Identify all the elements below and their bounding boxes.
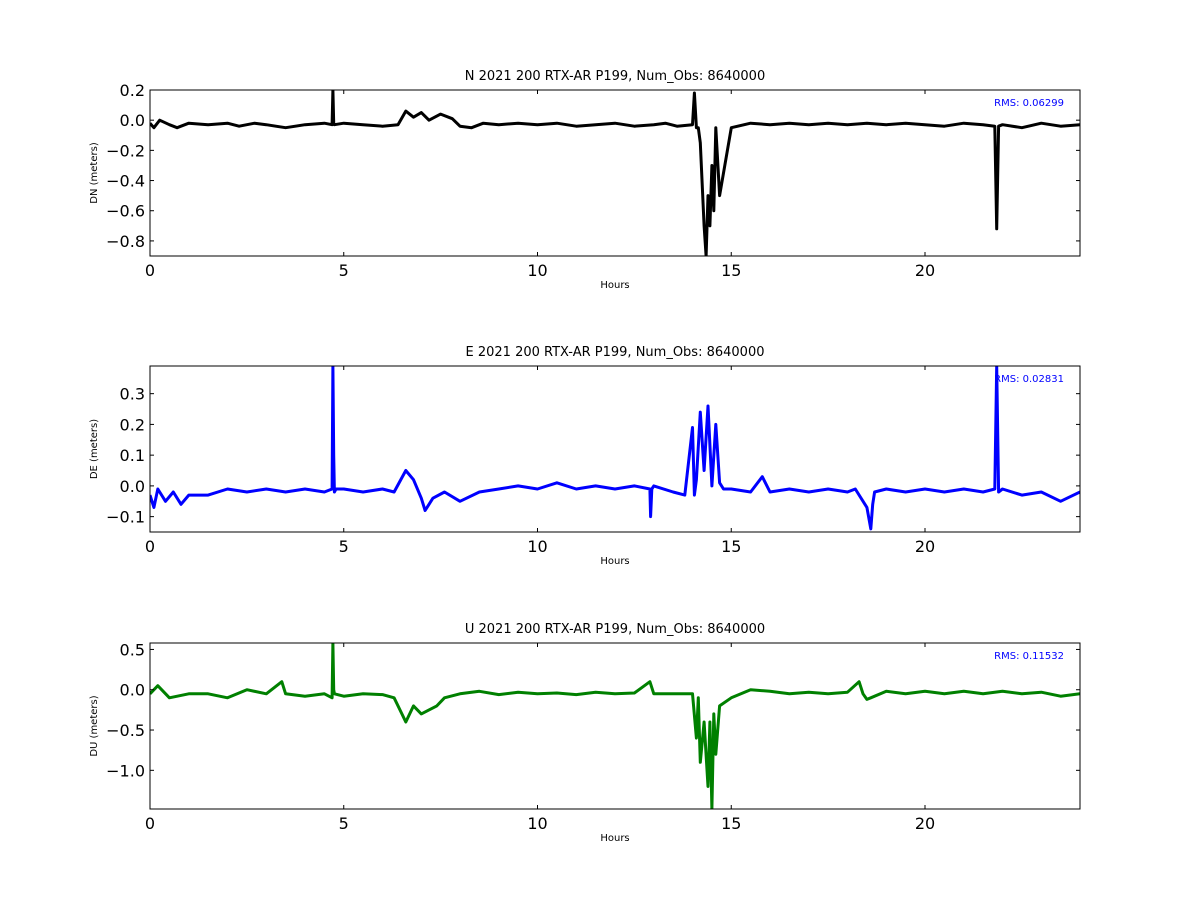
plot-frame-east (149, 365, 1081, 533)
y-tick-label: −0.5 (106, 721, 145, 740)
subplot-up: 0 5 10 15 20 0.5 0.0 −0.5 −1.0 U 2021 200 RTX-AR … (89, 622, 1081, 844)
rms-annotation: RMS: 0.02831 (994, 374, 1064, 385)
x-axis-label: Hours (600, 833, 629, 844)
plot-frame-up (149, 642, 1081, 810)
y-tick-label: −0.8 (106, 232, 145, 251)
x-tick-label: 5 (339, 814, 349, 833)
y-tick-label: −0.2 (106, 141, 145, 160)
x-axis-label: Hours (600, 556, 629, 567)
x-tick-label: 10 (527, 261, 547, 280)
x-axis-label: Hours (600, 280, 629, 291)
x-tick-label: 0 (145, 537, 155, 556)
y-tick-label: −0.1 (106, 508, 145, 527)
x-tick-label: 20 (915, 814, 935, 833)
series-line-up (150, 643, 1080, 809)
y-tick-label: 0.0 (120, 681, 145, 700)
x-tick-label: 20 (915, 537, 935, 556)
y-tick-label: 0.5 (120, 640, 145, 659)
chart-title-up: U 2021 200 RTX-AR P199, Num_Obs: 8640000 (465, 622, 765, 637)
chart-title-north: N 2021 200 RTX-AR P199, Num_Obs: 8640000 (465, 69, 765, 84)
x-tick-label: 15 (721, 537, 741, 556)
subplot-east: 0 5 10 15 20 0.3 0.2 0.1 0.0 −0.1 E 2021 200 RTX-A… (89, 345, 1081, 567)
chart-title-east: E 2021 200 RTX-AR P199, Num_Obs: 8640000 (466, 345, 765, 360)
y-tick-label: −1.0 (106, 761, 145, 780)
x-tick-label: 5 (339, 537, 349, 556)
y-tick-label: −0.4 (106, 172, 145, 191)
y-tick-label: −0.6 (106, 202, 145, 221)
y-tick-label: 0.2 (120, 81, 145, 100)
x-tick-label: 15 (721, 261, 741, 280)
plot-frame-north (149, 89, 1081, 257)
x-tick-label: 20 (915, 261, 935, 280)
y-axis-label: DN (meters) (89, 142, 100, 204)
series-line-north (150, 90, 1080, 256)
y-tick-label: 0.0 (120, 477, 145, 496)
series-line-east (150, 366, 1080, 531)
rms-annotation: RMS: 0.06299 (994, 98, 1064, 109)
x-tick-label: 5 (339, 261, 349, 280)
x-tick-label: 0 (145, 261, 155, 280)
y-tick-label: 0.2 (120, 415, 145, 434)
x-tick-label: 15 (721, 814, 741, 833)
y-axis-label: DU (meters) (89, 695, 100, 756)
x-tick-label: 10 (527, 814, 547, 833)
rms-annotation: RMS: 0.11532 (994, 651, 1064, 662)
y-tick-label: 0.3 (120, 385, 145, 404)
y-tick-label: 0.0 (120, 111, 145, 130)
y-axis-label: DE (meters) (89, 419, 100, 479)
x-tick-label: 0 (145, 814, 155, 833)
y-tick-label: 0.1 (120, 446, 145, 465)
x-tick-label: 10 (527, 537, 547, 556)
subplot-north: 0 5 10 15 20 0.2 0.0 −0.2 −0.4 −0.6 −0.8 N 2021 200… (89, 69, 1081, 291)
